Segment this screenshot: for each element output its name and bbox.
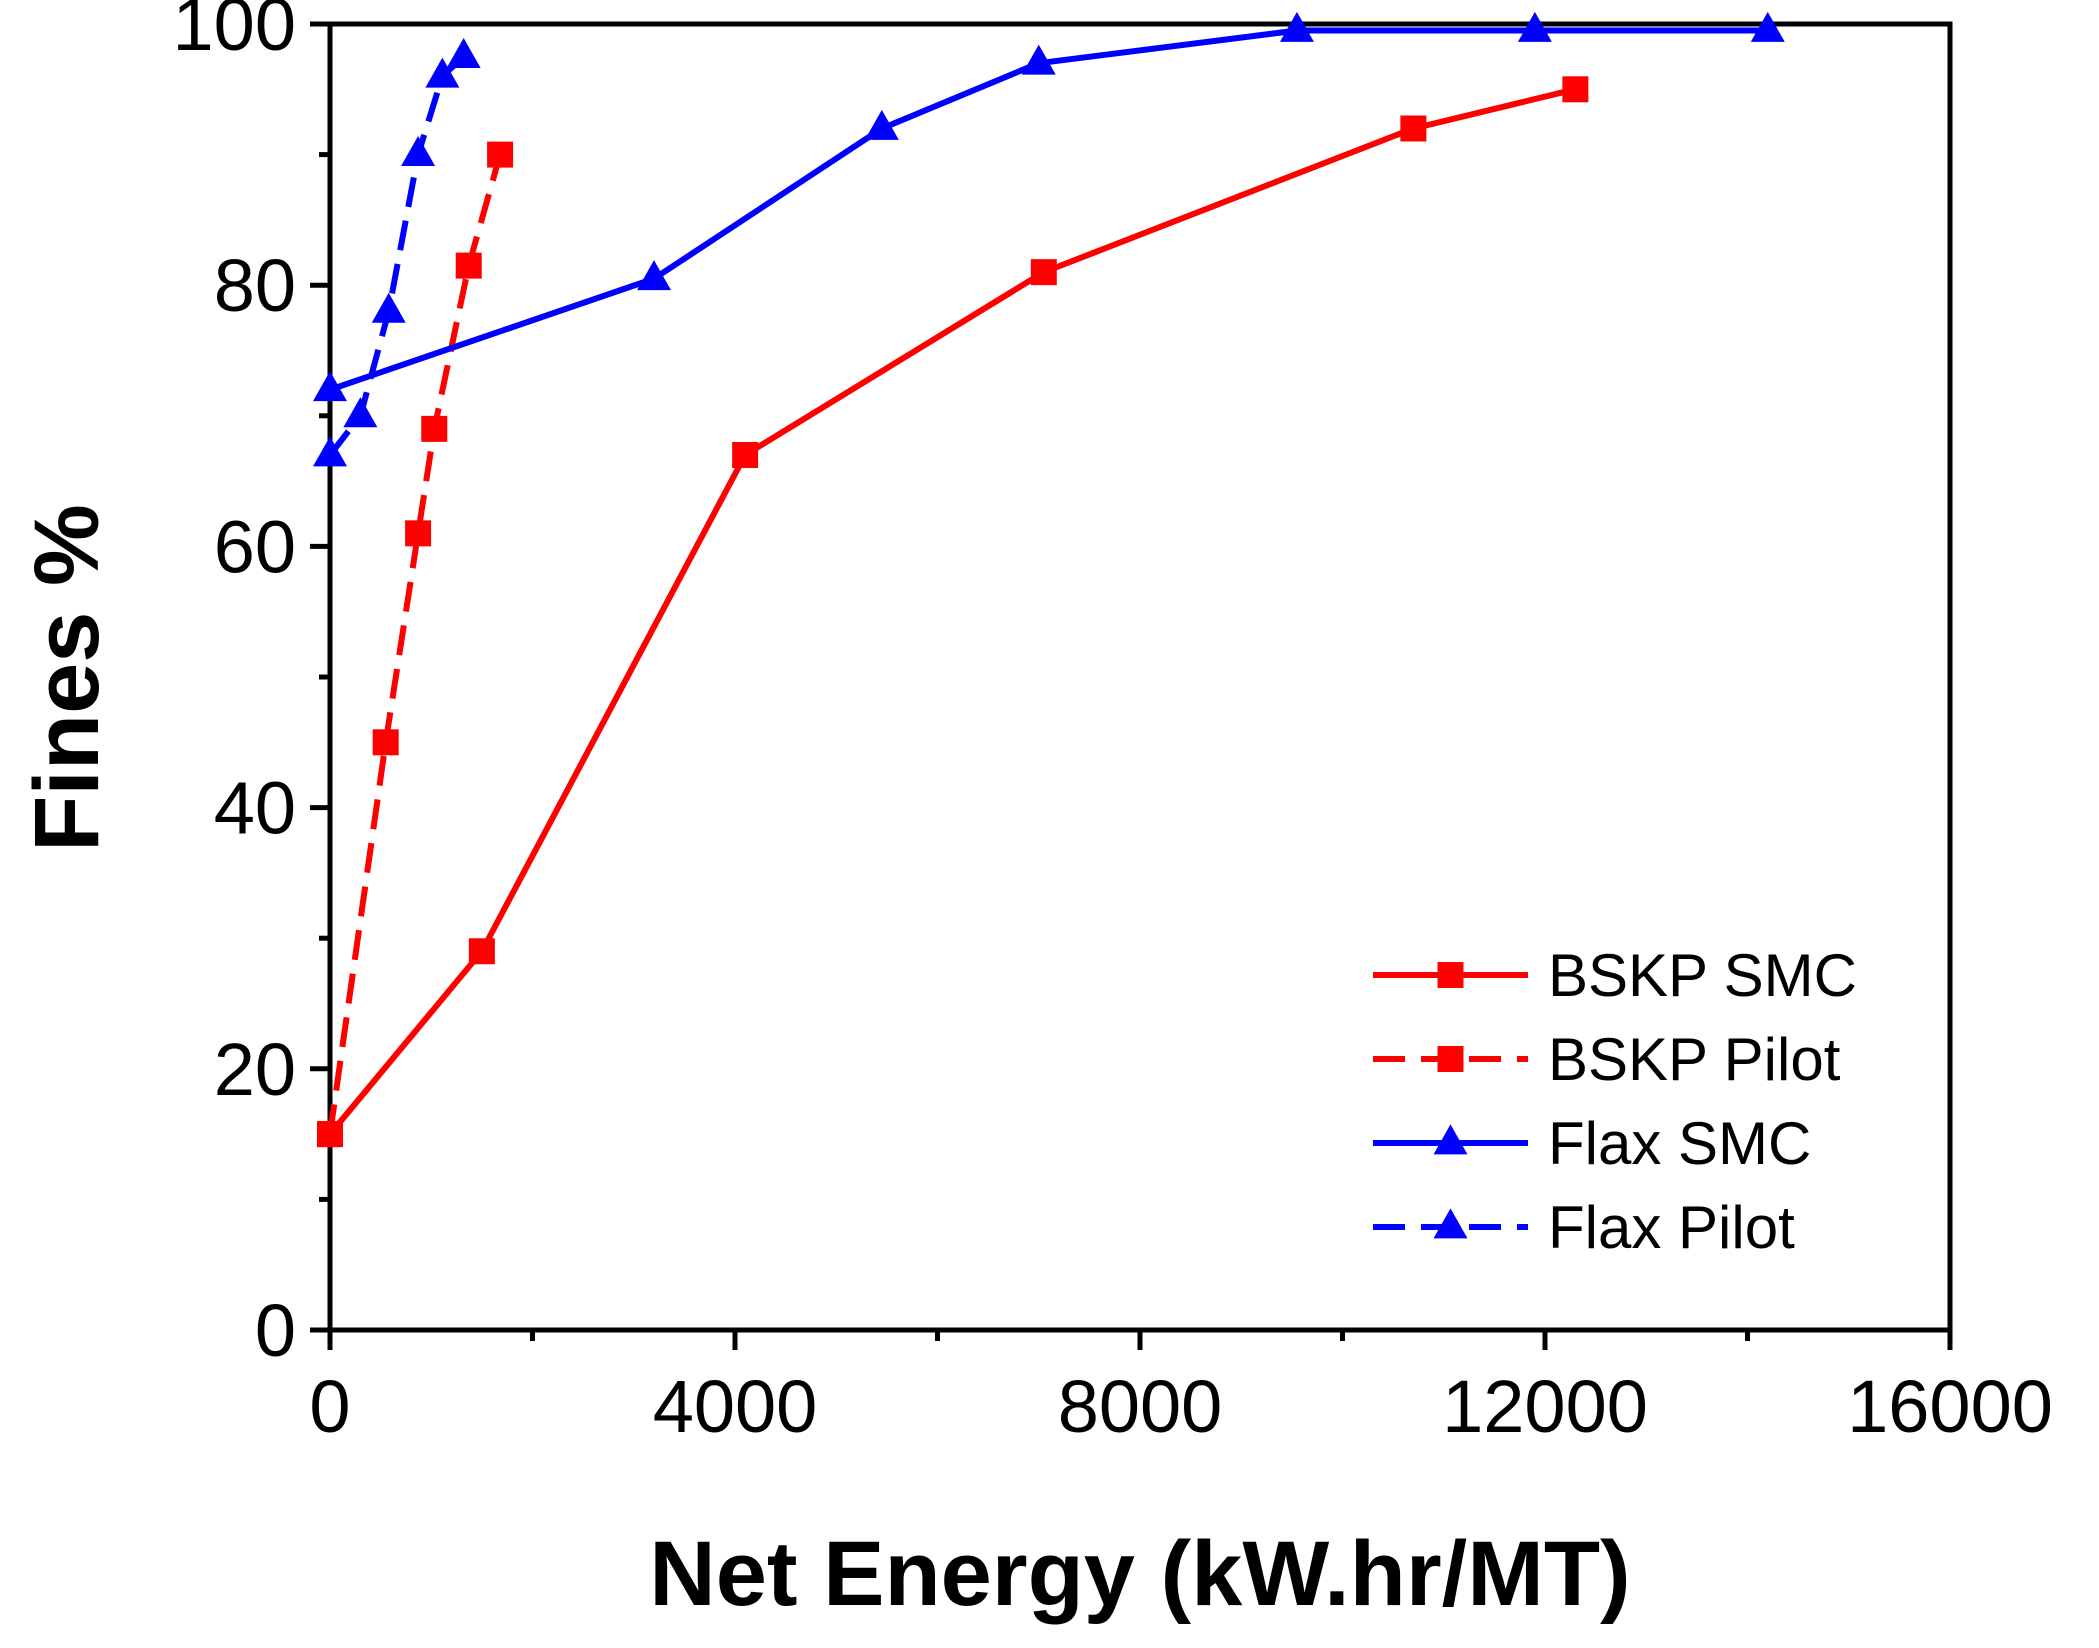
data-point-flax-pilot	[343, 397, 378, 428]
series-bskp-smc	[317, 76, 1589, 1148]
legend-marker-bskp-pilot	[1437, 1046, 1464, 1072]
data-point-flax-smc	[1517, 11, 1552, 42]
legend-marker-flax-pilot	[1433, 1208, 1468, 1239]
y-tick-label: 40	[214, 767, 296, 850]
x-tick-label: 16000	[1847, 1365, 2053, 1448]
y-tick-label: 0	[255, 1289, 296, 1372]
legend-marker-bskp-smc	[1437, 962, 1464, 988]
data-point-bskp-smc	[732, 441, 759, 468]
data-point-flax-pilot	[371, 292, 406, 323]
series-line-flax-pilot	[327, 54, 466, 457]
series-flax-smc	[313, 11, 1785, 402]
data-point-flax-smc	[313, 371, 347, 402]
series-line-bskp-smc	[327, 86, 1577, 1137]
data-point-bskp-pilot	[405, 520, 432, 547]
y-tick-label: 80	[214, 244, 296, 327]
series-line-flax-smc	[329, 27, 1768, 393]
legend-marker-flax-smc	[1433, 1124, 1468, 1155]
data-point-bskp-smc	[1400, 115, 1427, 142]
x-axis-title: Net Energy (kW.hr/MT)	[649, 1523, 1630, 1625]
data-point-flax-pilot	[401, 136, 436, 166]
data-point-bskp-pilot	[421, 415, 448, 442]
x-tick-label: 12000	[1442, 1365, 1648, 1448]
series-bskp-pilot	[317, 141, 514, 1148]
data-point-bskp-pilot	[372, 729, 399, 756]
data-point-flax-pilot	[425, 57, 460, 88]
data-point-flax-pilot	[313, 436, 347, 467]
x-tick-label: 8000	[1058, 1365, 1223, 1448]
y-axis-title: Fines %	[16, 504, 118, 852]
series-layer	[313, 11, 1785, 1148]
data-point-bskp-smc	[1030, 259, 1057, 286]
legend-label-flax-smc: Flax SMC	[1548, 1110, 1811, 1177]
data-point-bskp-smc	[1562, 76, 1589, 103]
data-point-bskp-pilot	[317, 1121, 343, 1148]
data-point-bskp-smc	[468, 938, 495, 965]
data-point-flax-smc	[637, 260, 671, 291]
y-tick-label: 20	[214, 1028, 296, 1111]
y-tick-label: 60	[214, 505, 296, 588]
x-tick-label: 0	[309, 1365, 350, 1448]
legend-label-bskp-smc: BSKP SMC	[1548, 942, 1857, 1009]
legend: BSKP SMC BSKP Pilot Flax SMC Flax Pilot	[1373, 942, 1857, 1261]
data-point-flax-smc	[1021, 44, 1056, 75]
data-point-flax-smc	[864, 109, 899, 140]
legend-label-flax-pilot: Flax Pilot	[1548, 1194, 1795, 1261]
series-line-bskp-pilot	[327, 153, 503, 1135]
x-tick-label: 4000	[653, 1365, 818, 1448]
data-point-bskp-pilot	[487, 141, 514, 168]
data-point-flax-smc	[1750, 11, 1785, 42]
data-point-flax-pilot	[446, 38, 481, 69]
y-tick-label: 100	[173, 0, 296, 66]
data-point-bskp-pilot	[455, 252, 482, 279]
legend-label-bskp-pilot: BSKP Pilot	[1548, 1026, 1841, 1093]
data-point-flax-smc	[1279, 11, 1314, 42]
series-flax-pilot	[313, 38, 481, 467]
axis-ticks: 0 4000 8000 12000 16000 0 20 40 60 80 100	[173, 0, 2053, 1448]
